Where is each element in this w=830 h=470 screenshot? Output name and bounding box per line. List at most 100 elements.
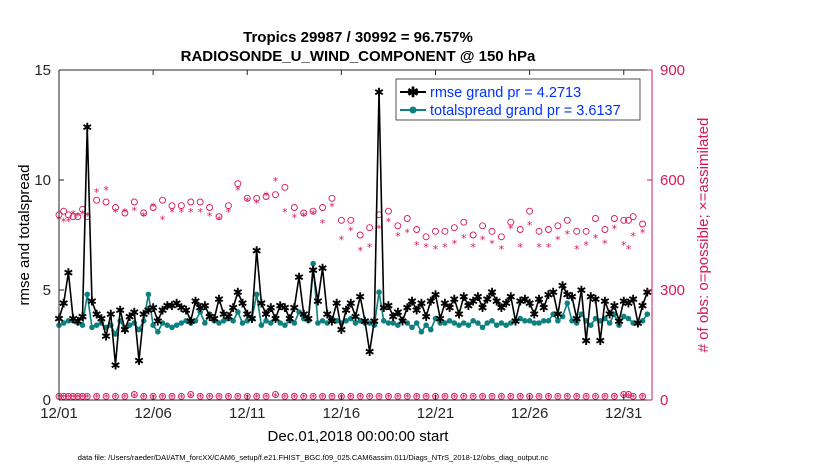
spread-point [192, 318, 199, 324]
obs-possible-zero-point [121, 392, 129, 400]
legend-spread-marker [409, 106, 417, 114]
obs-assimilated-zero-point: * [103, 391, 109, 404]
obs-possible-zero-point [535, 392, 543, 400]
spread-point [376, 289, 382, 296]
legend-spread-label: totalspread grand pr = 3.6137 [430, 103, 621, 119]
obs-assimilated-point: * [630, 230, 636, 243]
rmse-point: ✱ [120, 323, 130, 337]
rmse-point: ✱ [308, 264, 318, 278]
obs-possible-point [309, 207, 317, 215]
obs-assimilated-point: * [357, 245, 363, 258]
obs-possible-zero-point [272, 391, 279, 398]
obs-possible-point [149, 204, 157, 211]
data-file-footer: data file: /Users/raeder/DAI/ATM_forcXX/… [78, 453, 549, 462]
obs-possible-point [488, 227, 496, 235]
obs-assimilated-point: * [141, 210, 147, 223]
obs-assimilated-zero-point: * [546, 391, 552, 404]
rmse-point: ✱ [59, 297, 69, 311]
y-tick-label-right: 600 [660, 172, 685, 189]
obs-assimilated-zero-point: * [179, 391, 185, 404]
rmse-point: ✱ [266, 301, 276, 315]
spread-point [244, 318, 251, 324]
rmse-point: ✱ [87, 295, 97, 309]
obs-possible-point [168, 202, 176, 210]
obs-possible-zero-point [394, 392, 402, 400]
obs-possible-point [196, 198, 204, 206]
rmse-point: ✱ [346, 297, 356, 311]
obs-assimilated-zero-point: * [197, 391, 203, 404]
rmse-point: ✱ [101, 330, 111, 344]
obs-possible-zero-point [64, 392, 72, 400]
rmse-point: ✱ [200, 299, 210, 313]
spread-point [155, 329, 161, 335]
rmse-point: ✱ [543, 288, 553, 302]
rmse-point: ✱ [468, 295, 478, 309]
obs-assimilated-zero-point: * [602, 391, 608, 404]
obs-assimilated-zero-point: * [160, 391, 166, 404]
obs-possible-point [224, 202, 232, 210]
spread-point [465, 322, 472, 329]
spread-point [60, 320, 67, 326]
rmse-point: ✱ [492, 295, 502, 309]
rmse-point: ✱ [350, 310, 360, 324]
obs-possible-point [121, 209, 129, 217]
y-axis-label-left: rmse and totalspread [16, 165, 33, 306]
obs-possible-point [102, 198, 110, 206]
y-tick-label-left: 10 [34, 172, 51, 189]
rmse-point: ✱ [426, 295, 436, 309]
obs-assimilated-zero-point: * [273, 391, 279, 404]
obs-possible-point [592, 215, 599, 222]
rmse-point: ✱ [285, 312, 295, 326]
rmse-point: ✱ [379, 301, 389, 315]
obs-possible-zero-point [281, 392, 289, 400]
spread-point [475, 320, 481, 326]
obs-possible-zero-point [102, 392, 110, 400]
rmse-point: ✱ [223, 310, 233, 324]
obs-possible-point [620, 216, 628, 224]
obs-possible-zero-point [479, 392, 487, 400]
obs-assimilated-zero-point: * [395, 391, 401, 404]
rmse-point: ✱ [341, 303, 351, 317]
obs-assimilated-zero-point: * [84, 391, 90, 404]
spread-point [437, 320, 444, 326]
obs-possible-zero-point [224, 392, 232, 400]
rmse-point: ✱ [445, 301, 455, 315]
rmse-point: ✱ [299, 308, 309, 322]
obs-possible-point [60, 207, 68, 215]
x-tick-label: 12/26 [511, 405, 549, 422]
obs-possible-point [290, 204, 298, 211]
rmse-point: ✱ [487, 286, 497, 300]
obs-possible-zero-point [69, 392, 77, 400]
obs-assimilated-point: * [226, 206, 232, 219]
obs-assimilated-zero-point: * [329, 391, 335, 404]
spread-point [216, 320, 222, 326]
spread-point [395, 322, 401, 329]
obs-possible-point [582, 227, 590, 235]
obs-assimilated-point: * [132, 204, 138, 217]
rmse-point: ✱ [360, 314, 370, 328]
legend-box [395, 78, 641, 121]
spread-point [197, 309, 203, 315]
x-tick-label: 12/11 [229, 405, 265, 422]
spread-point [267, 320, 274, 326]
obs-possible-zero-point [347, 392, 355, 400]
rmse-point: ✱ [572, 312, 582, 326]
obs-possible-point [206, 204, 214, 211]
y-tick-label-right: 0 [660, 392, 668, 409]
obs-possible-point [337, 216, 345, 224]
obs-possible-zero-point [610, 392, 618, 400]
obs-assimilated-point: * [517, 241, 523, 254]
spread-point [479, 324, 486, 331]
obs-assimilated-point: * [602, 237, 608, 250]
obs-assimilated-point: * [452, 237, 458, 250]
obs-possible-zero-point [384, 392, 392, 400]
obs-possible-point [625, 216, 632, 224]
spread-point [404, 320, 411, 326]
spread-point [347, 315, 354, 322]
obs-possible-point [629, 213, 637, 221]
spread-point [508, 320, 514, 326]
obs-possible-point [319, 204, 327, 211]
rmse-point: ✱ [167, 299, 177, 313]
spread-point [517, 315, 524, 322]
